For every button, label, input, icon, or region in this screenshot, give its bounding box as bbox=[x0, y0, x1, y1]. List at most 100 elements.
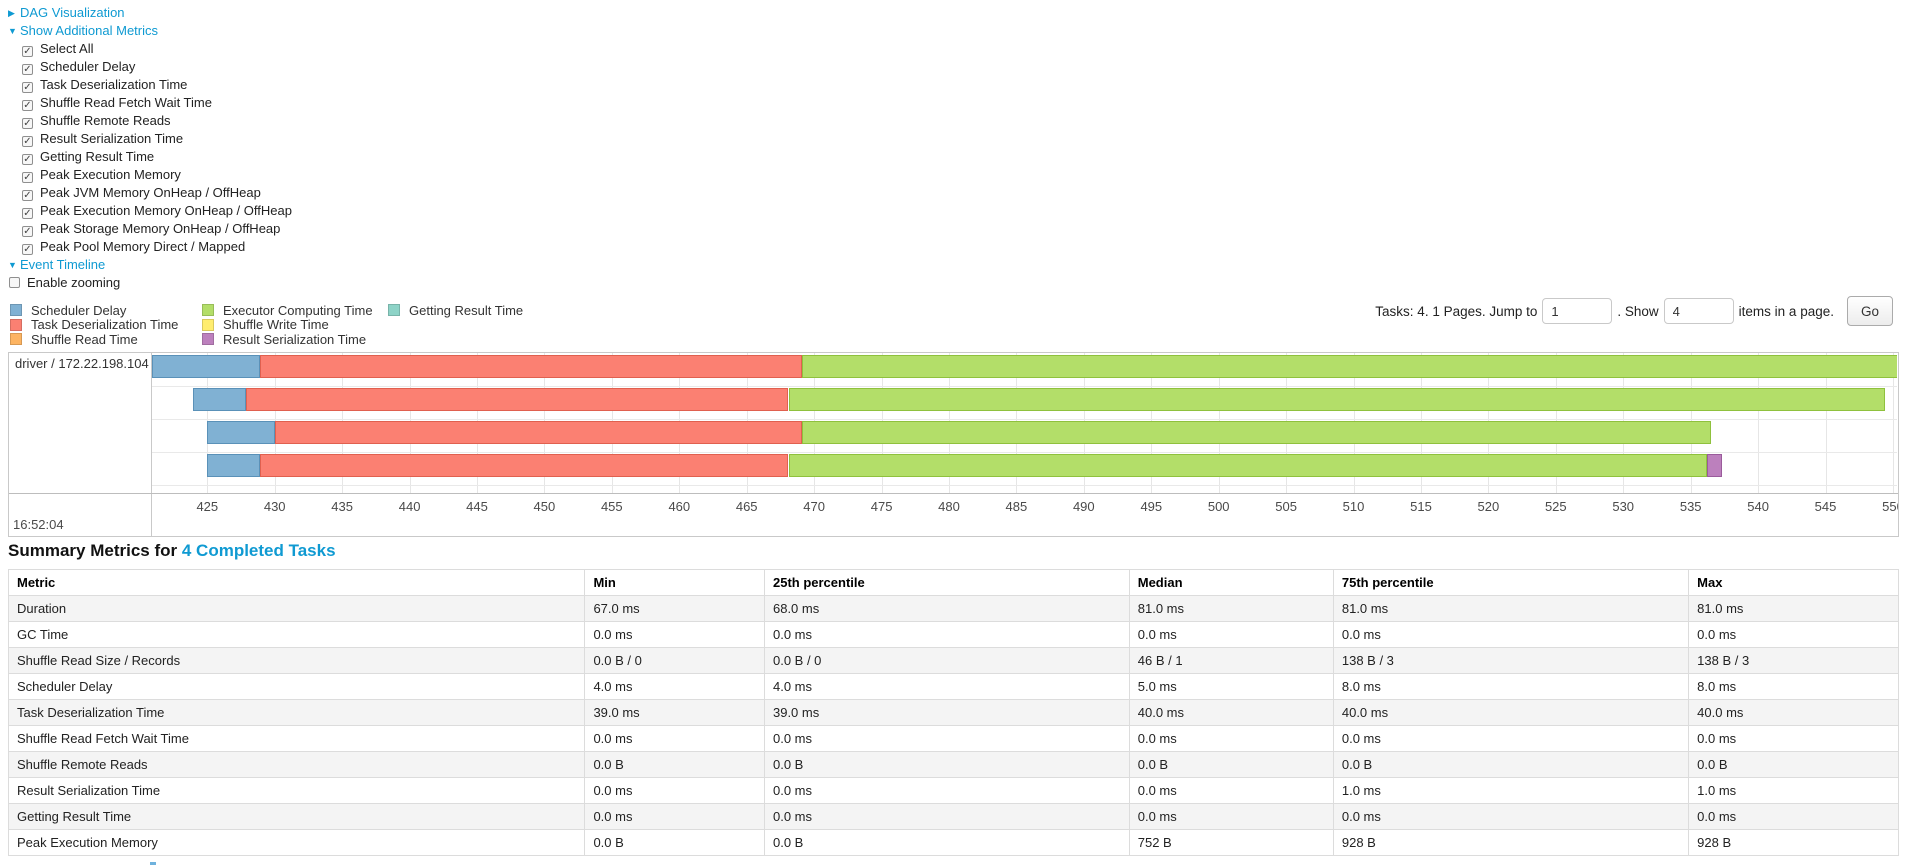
metric-checkbox[interactable]: ✓ bbox=[22, 244, 33, 255]
chevron-right-icon: ▶ bbox=[8, 8, 15, 18]
axis-tick-label: 485 bbox=[1005, 499, 1028, 514]
metric-value-cell: 1.0 ms bbox=[1332, 777, 1690, 804]
table-row: Duration 67.0 ms 68.0 ms 81.0 ms 81.0 ms 81.0… bbox=[7, 595, 1899, 622]
axis-tick-label: 535 bbox=[1679, 499, 1702, 514]
result_serialization-swatch-icon bbox=[202, 333, 214, 346]
metric-checkbox[interactable]: ✓ bbox=[22, 208, 33, 219]
axis-tick-label: 510 bbox=[1342, 499, 1365, 514]
metric-value-cell: 39.0 ms bbox=[584, 699, 765, 726]
table-header-cell: 25th percentile bbox=[763, 569, 1130, 596]
metric-checkbox-row: ✓ Peak Execution Memory bbox=[22, 166, 292, 184]
axis-tick-label: 495 bbox=[1140, 499, 1163, 514]
chevron-down-icon: ▼ bbox=[8, 26, 17, 36]
legend-label: Result Serialization Time bbox=[223, 331, 367, 347]
metric-value-cell: 0.0 ms bbox=[1688, 725, 1899, 752]
lane-separator bbox=[152, 452, 1897, 453]
metric-checkbox-label: Peak Storage Memory OnHeap / OffHeap bbox=[40, 221, 281, 236]
items-in-page-text: items in a page. bbox=[1738, 303, 1834, 319]
legend-label: Getting Result Time bbox=[409, 302, 524, 318]
axis-tick-label: 455 bbox=[600, 499, 623, 514]
metric-value-cell: 4.0 ms bbox=[763, 673, 1130, 700]
metric-checkbox[interactable]: ✓ bbox=[22, 190, 33, 201]
table-row: Shuffle Read Size / Records 0.0 B / 0 0.0 … bbox=[7, 647, 1899, 674]
task-bar-segment-executor_computing[interactable] bbox=[802, 355, 1897, 378]
completed-tasks-link[interactable]: 4 Completed Tasks bbox=[181, 541, 336, 560]
metric-checkbox[interactable]: ✓ bbox=[22, 172, 33, 183]
enable-zooming-checkbox[interactable] bbox=[9, 277, 20, 288]
task_deserialization-swatch-icon bbox=[10, 318, 22, 331]
axis-tick-label: 500 bbox=[1207, 499, 1230, 514]
legend-column: Getting Result Time bbox=[388, 303, 523, 347]
task-bar-segment-scheduler_delay[interactable] bbox=[207, 454, 260, 477]
metric-value-cell: 928 B bbox=[1332, 829, 1690, 856]
task-bar-segment-task_deserialization[interactable] bbox=[246, 388, 789, 411]
metric-checkbox[interactable]: ✓ bbox=[22, 46, 33, 57]
axis-tick-label: 540 bbox=[1747, 499, 1769, 514]
summary-metrics-section: Summary Metrics for 4 Completed Tasks Me… bbox=[7, 541, 1899, 856]
gridline bbox=[1758, 353, 1760, 493]
metric-value-cell: 0.0 ms bbox=[584, 777, 765, 804]
metric-name-cell: Shuffle Remote Reads bbox=[7, 751, 586, 778]
axis-tick-label: 480 bbox=[938, 499, 960, 514]
metric-checkbox[interactable]: ✓ bbox=[22, 82, 33, 93]
items-per-page-input[interactable] bbox=[1663, 298, 1734, 324]
metric-value-cell: 0.0 ms bbox=[1332, 725, 1690, 752]
metric-checkbox[interactable]: ✓ bbox=[22, 118, 33, 129]
task-bar-segment-executor_computing[interactable] bbox=[788, 454, 1707, 477]
table-header-cell: Metric bbox=[7, 569, 586, 596]
task-bar-segment-task_deserialization[interactable] bbox=[259, 355, 802, 378]
axis-tick-label: 470 bbox=[803, 499, 825, 514]
metric-checkbox-label: Peak JVM Memory OnHeap / OffHeap bbox=[40, 185, 261, 200]
metric-checkbox[interactable]: ✓ bbox=[22, 64, 33, 75]
axis-tick-label: 475 bbox=[870, 499, 893, 514]
metric-value-cell: 39.0 ms bbox=[763, 699, 1130, 726]
table-row: Getting Result Time 0.0 ms 0.0 ms 0.0 ms 0.0… bbox=[7, 803, 1899, 830]
table-row: Shuffle Read Fetch Wait Time 0.0 ms 0.0 ms… bbox=[7, 725, 1899, 752]
metric-value-cell: 0.0 B / 0 bbox=[584, 647, 765, 674]
show-additional-metrics-label: Show Additional Metrics bbox=[20, 23, 159, 38]
table-header-cell: 75th percentile bbox=[1332, 569, 1690, 596]
metric-checkbox-row: ✓ Peak Pool Memory Direct / Mapped bbox=[22, 238, 292, 256]
metric-checkbox[interactable]: ✓ bbox=[22, 100, 33, 111]
metric-checkbox[interactable]: ✓ bbox=[22, 154, 33, 165]
metric-name-cell: Peak Execution Memory bbox=[7, 829, 586, 856]
axis-tick-label: 440 bbox=[398, 499, 421, 514]
summary-title-text: Summary Metrics for bbox=[8, 541, 178, 560]
table-header-row: Metric Min 25th percentile Median 75th perce… bbox=[7, 569, 1899, 596]
task-bar-segment-task_deserialization[interactable] bbox=[274, 421, 802, 444]
task-bar-segment-scheduler_delay[interactable] bbox=[207, 421, 275, 444]
metric-checkbox[interactable]: ✓ bbox=[22, 226, 33, 237]
axis-tick-label: 520 bbox=[1477, 499, 1500, 514]
task-bar-segment-scheduler_delay[interactable] bbox=[152, 355, 260, 378]
event-timeline-label: Event Timeline bbox=[20, 257, 106, 272]
dag-visualization-toggle[interactable]: ▶ DAG Visualization bbox=[8, 4, 292, 22]
metric-name-cell: Shuffle Read Fetch Wait Time bbox=[7, 725, 586, 752]
go-button[interactable]: Go bbox=[1846, 296, 1893, 326]
legend-item: Getting Result Time bbox=[388, 303, 523, 318]
timeline-legend: Scheduler Delay Task Deserialization Time… bbox=[10, 303, 523, 347]
summary-metrics-table: Metric Min 25th percentile Median 75th perce… bbox=[7, 569, 1899, 856]
enable-zooming-label: Enable zooming bbox=[27, 275, 121, 290]
metric-value-cell: 81.0 ms bbox=[1332, 595, 1690, 622]
metric-value-cell: 8.0 ms bbox=[1688, 673, 1899, 700]
event-timeline-toggle[interactable]: ▼ Event Timeline bbox=[8, 256, 292, 274]
metric-checkbox[interactable]: ✓ bbox=[22, 136, 33, 147]
lane-separator bbox=[152, 419, 1897, 420]
clipped-next-section bbox=[150, 862, 156, 865]
task-bar-segment-executor_computing[interactable] bbox=[788, 388, 1885, 411]
axis-tick-label: 430 bbox=[263, 499, 286, 514]
show-additional-metrics-toggle[interactable]: ▼ Show Additional Metrics bbox=[8, 22, 292, 40]
metric-checkbox-label: Shuffle Remote Reads bbox=[40, 113, 171, 128]
metric-checkbox-row: ✓ Select All bbox=[22, 40, 292, 58]
metric-value-cell: 0.0 ms bbox=[584, 621, 765, 648]
axis-tick-label: 545 bbox=[1814, 499, 1837, 514]
task-bar-segment-scheduler_delay[interactable] bbox=[192, 388, 247, 411]
task-bar-segment-executor_computing[interactable] bbox=[802, 421, 1711, 444]
shuffle_write-swatch-icon bbox=[202, 318, 214, 331]
metric-value-cell: 67.0 ms bbox=[584, 595, 765, 622]
task-bar-segment-result_serialization[interactable] bbox=[1706, 454, 1722, 477]
axis-tick-label: 465 bbox=[735, 499, 758, 514]
jump-to-page-input[interactable] bbox=[1542, 298, 1613, 324]
task-bar-segment-task_deserialization[interactable] bbox=[259, 454, 789, 477]
metrics-checkbox-list: ✓ Select All ✓ Scheduler Delay ✓ Task Deseria… bbox=[8, 40, 292, 256]
